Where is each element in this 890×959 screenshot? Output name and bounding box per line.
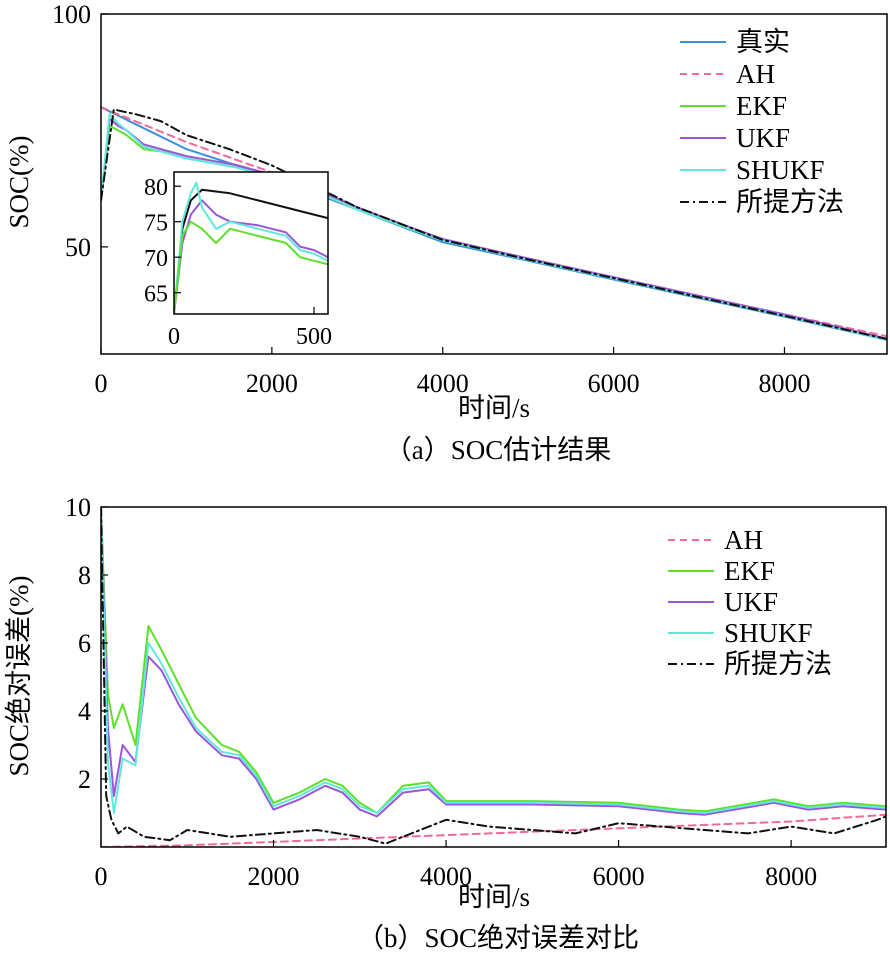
- inset-series-proposed: [174, 188, 328, 314]
- legend-label-true: 真实: [736, 27, 790, 57]
- panel-a-xtick-label: 0: [95, 369, 108, 398]
- panel-a-xtick-label: 4000: [417, 369, 469, 398]
- inset-ytick-label: 65: [144, 282, 168, 308]
- inset-ytick-label: 75: [144, 211, 168, 237]
- inset-plot-lines: [174, 181, 328, 314]
- panel-a-ytick-label: 50: [65, 233, 91, 262]
- legend-label-ekf: EKF: [736, 91, 787, 121]
- panel-b-ytick-label: 8: [78, 561, 91, 590]
- panel-b-xtick-label: 8000: [765, 862, 817, 891]
- inset-series-ekf: [174, 220, 328, 314]
- legend-label-shukf: SHUKF: [736, 155, 825, 185]
- panel-b-plot-lines: [101, 507, 886, 847]
- panel-b-series-ah: [101, 813, 886, 847]
- panel-a-ylabel: SOC(%): [4, 136, 34, 229]
- inset-xtick-label: 0: [168, 324, 180, 350]
- panel-a-xtick-label: 8000: [758, 369, 810, 398]
- panel-b-xtick-label: 4000: [420, 862, 472, 891]
- panel-a-xtick-label: 6000: [588, 369, 640, 398]
- legend-label-ah: AH: [736, 59, 775, 89]
- inset-ytick-label: 80: [144, 175, 168, 201]
- legend-label-shukf: SHUKF: [724, 618, 813, 648]
- panel-b-soc-abs-error: 0 2000 4000 6000 8000 2 4 6 8 10 AHEKFUKFSHUKF所提方…: [4, 493, 887, 953]
- panel-a-ticks: 0 2000 4000 6000 8000 50 100: [52, 0, 810, 398]
- inset-xtick-label: 500: [296, 324, 332, 350]
- panel-a-ytick-label: 100: [52, 0, 91, 29]
- panel-b-xtick-label: 6000: [593, 862, 645, 891]
- panel-b-ticks: 0 2000 4000 6000 8000 2 4 6 8 10: [65, 493, 817, 891]
- panel-a-soc-estimation: 0 500 65 70 75 80 0 2000 4000 6000 8000 50 100 真实AH…: [4, 0, 888, 465]
- legend-label-ekf: EKF: [724, 556, 775, 586]
- panel-b-ytick-label: 2: [78, 765, 91, 794]
- panel-b-ytick-label: 4: [78, 697, 91, 726]
- legend-label-proposed: 所提方法: [724, 649, 832, 679]
- panel-b-series-ekf: [101, 507, 886, 814]
- panel-b-series-proposed: [101, 507, 886, 845]
- panel-b-ylabel: SOC绝对误差(%): [4, 576, 34, 777]
- legend-label-ukf: UKF: [736, 123, 790, 153]
- inset-ticks: 0 500 65 70 75 80: [144, 175, 332, 350]
- legend-label-ukf: UKF: [724, 587, 778, 617]
- panel-b-xtick-label: 2000: [248, 862, 300, 891]
- panel-b-xtick-label: 0: [95, 862, 108, 891]
- panel-b-xlabel-visible: 时间/s: [458, 882, 530, 912]
- inset-series-shukf: [174, 181, 328, 314]
- panel-a-series-proposed: [101, 108, 887, 341]
- panel-b-frame: [100, 506, 887, 848]
- panel-b-caption: （b）SOC绝对误差对比: [357, 923, 639, 953]
- panel-b-ytick-label: 10: [65, 493, 91, 522]
- panel-a-xtick-label: 2000: [246, 369, 298, 398]
- legend-label-ah: AH: [724, 525, 763, 555]
- panel-a-caption: （a）SOC估计结果: [385, 435, 612, 465]
- legend-label-proposed: 所提方法: [736, 187, 844, 217]
- inset-frame: [173, 171, 329, 315]
- panel-a-frame: [100, 13, 888, 355]
- inset-ytick-label: 70: [144, 246, 168, 272]
- panel-b-series-shukf: [101, 507, 886, 814]
- panel-b-ytick-label: 6: [78, 629, 91, 658]
- panel-a-xlabel: 时间/s: [458, 393, 530, 423]
